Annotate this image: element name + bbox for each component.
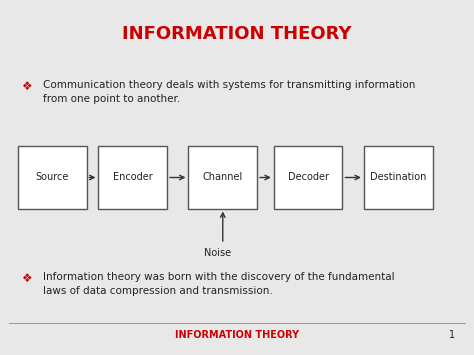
Text: Encoder: Encoder: [113, 173, 153, 182]
Text: ❖: ❖: [21, 80, 32, 93]
Bar: [364, 147, 432, 208]
Text: Communication theory deals with systems for transmitting information
from one po: Communication theory deals with systems …: [43, 80, 415, 104]
Text: Channel: Channel: [203, 173, 243, 182]
Bar: [274, 147, 342, 208]
Text: 1: 1: [449, 331, 455, 340]
Bar: [99, 147, 167, 208]
Text: Information theory was born with the discovery of the fundamental
laws of data c: Information theory was born with the dis…: [43, 272, 394, 296]
Text: INFORMATION THEORY: INFORMATION THEORY: [122, 25, 352, 43]
Text: Decoder: Decoder: [288, 173, 328, 182]
Text: INFORMATION THEORY: INFORMATION THEORY: [175, 331, 299, 340]
Bar: [188, 147, 257, 208]
Text: Destination: Destination: [370, 173, 426, 182]
Bar: [18, 147, 86, 208]
Text: Source: Source: [36, 173, 69, 182]
Text: ❖: ❖: [21, 272, 32, 285]
Text: Noise: Noise: [204, 248, 232, 258]
